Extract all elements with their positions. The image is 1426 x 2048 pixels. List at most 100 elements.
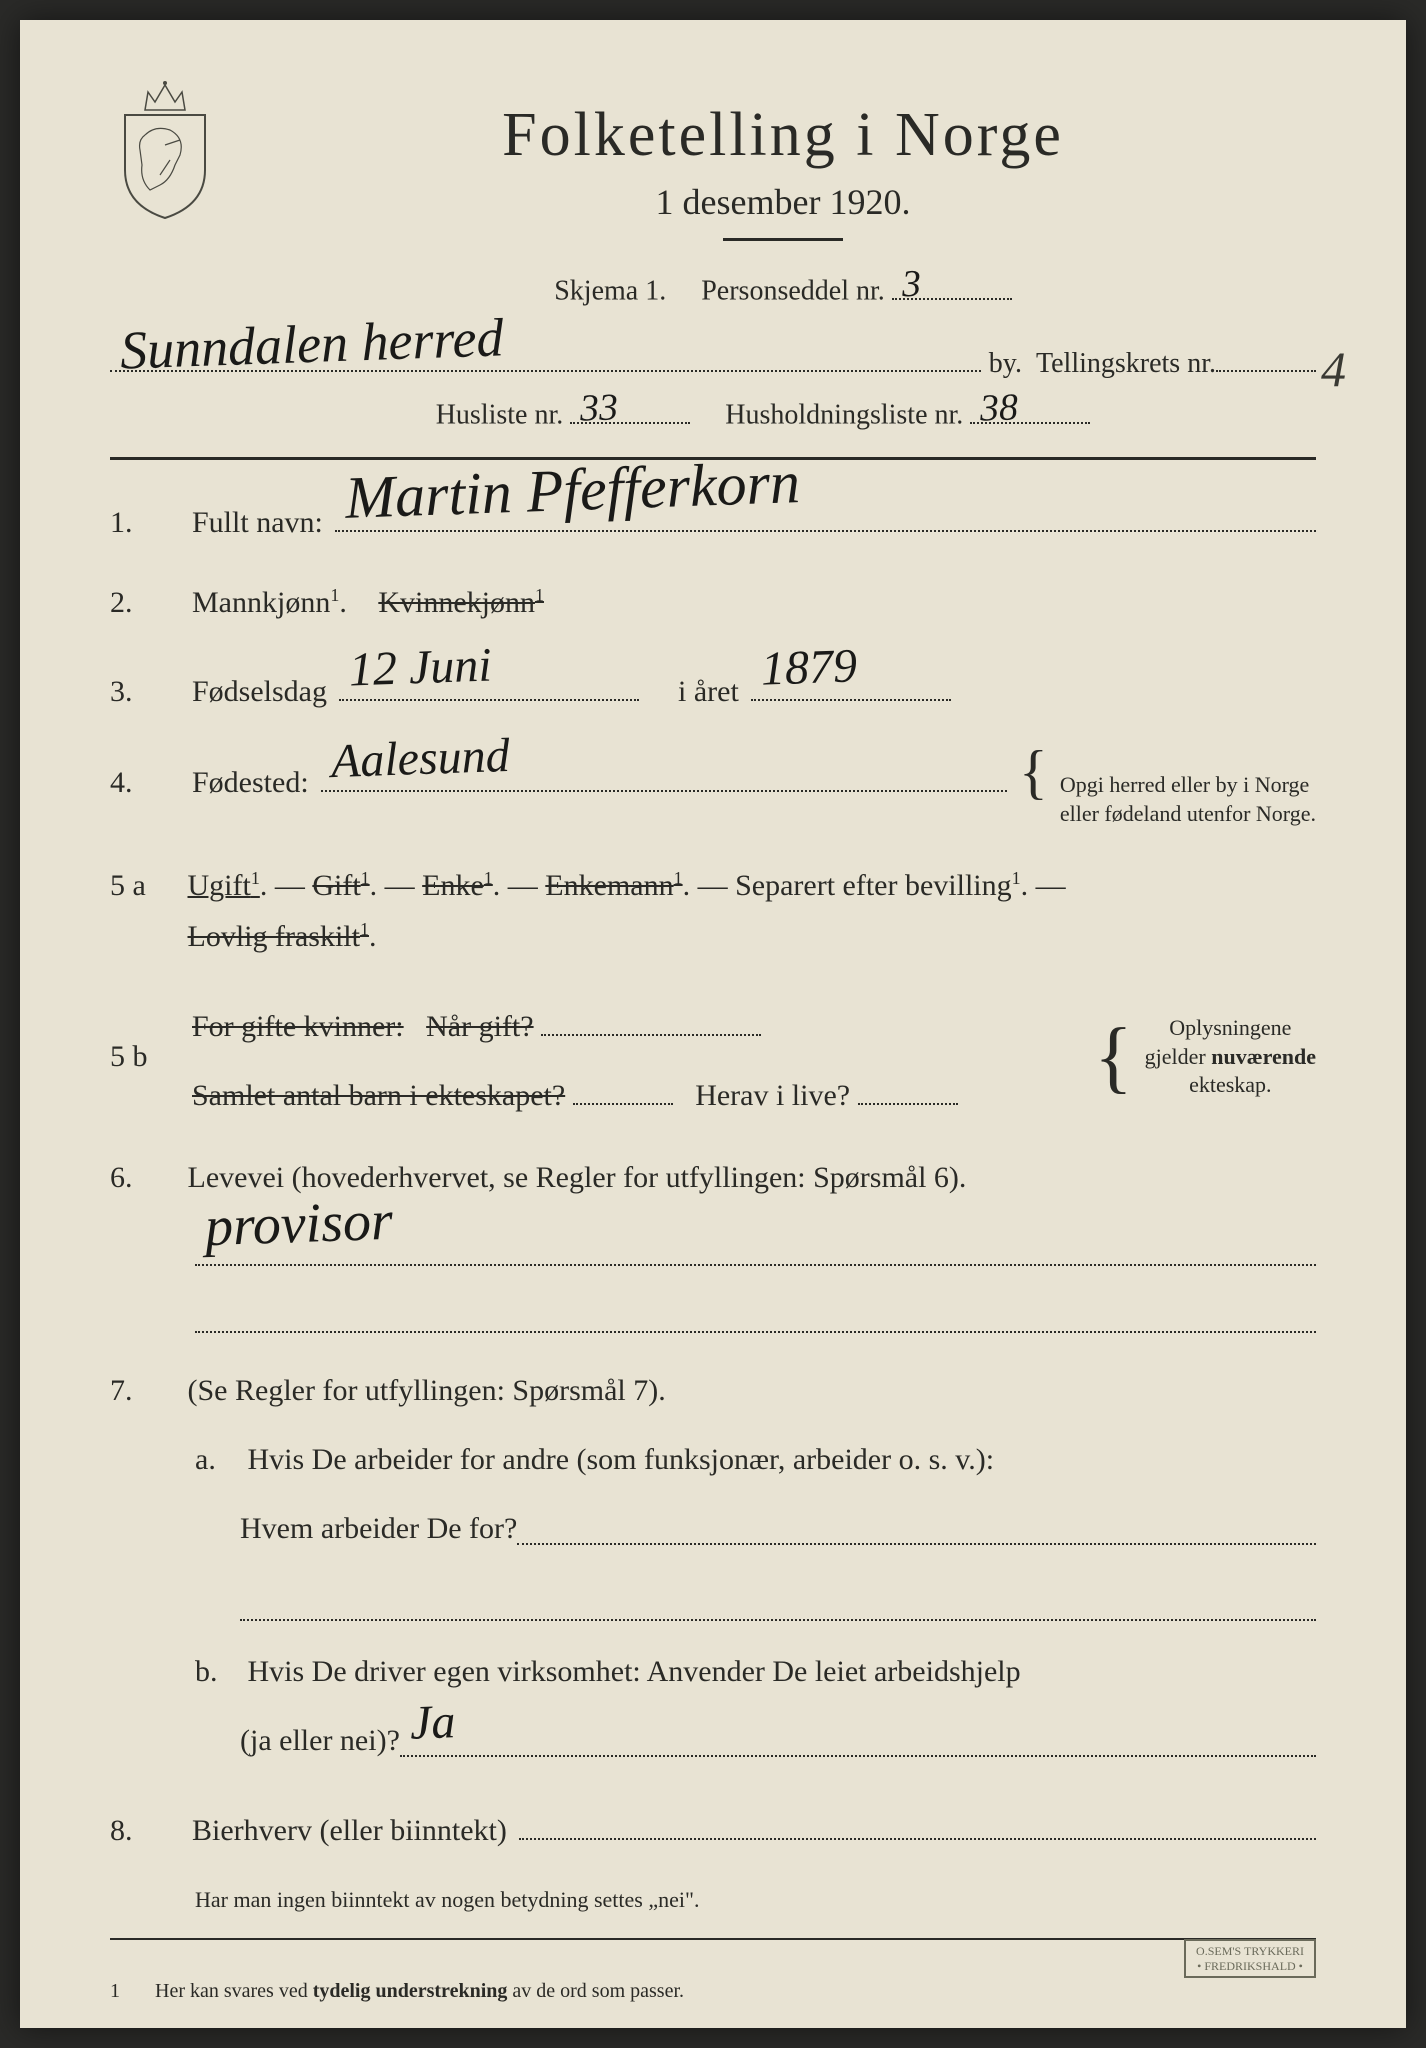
row-4-num: 4. [110, 759, 180, 807]
barn-field [573, 1063, 673, 1105]
mannkjonn: Mannkjønn1. [192, 579, 347, 627]
employer-field-2 [240, 1579, 1316, 1621]
person-label: Personseddel nr. [701, 276, 885, 307]
title-divider [723, 238, 843, 241]
schema-line: Skjema 1. Personseddel nr. 3 [250, 266, 1316, 308]
row-5b-label: For gifte kvinner: [192, 1010, 404, 1043]
employer-field [517, 1503, 1316, 1545]
birthyear-value: 1879 [759, 629, 858, 709]
opt-fraskilt: Lovlig fraskilt1 [188, 920, 369, 953]
hushold-label: Husholdningsliste nr. [725, 400, 963, 431]
hired-help-field: Ja [400, 1715, 1316, 1757]
city-value: Sunndalen herred [119, 307, 504, 382]
row-7-label: (Se Regler for utfyllingen: Spørsmål 7). [188, 1374, 666, 1407]
row-2: 2. Mannkjønn1. Kvinnekjønn1 [110, 579, 1316, 627]
ilive-field [858, 1063, 958, 1105]
brace-icon: { [1019, 748, 1048, 796]
opt-separert: Separert efter bevilling1 [735, 869, 1021, 902]
husliste-line: Husliste nr. 33 Husholdningsliste nr. 38 [110, 390, 1316, 432]
census-form-page: 4 Folketelling i Norge 1 desember 1920. … [20, 20, 1406, 2028]
row-7b-text: Hvis De driver egen virksomhet: Anvender… [248, 1655, 1021, 1688]
footnote-c: av de ord som passer. [512, 1980, 684, 2002]
opt-ugift: Ugift1 [188, 869, 260, 902]
row-4: 4. Fødested: Aalesund { Opgi herred elle… [110, 748, 1316, 828]
city-suffix: by. [989, 348, 1022, 380]
subtitle-date: 1 desember 1920. [250, 181, 1316, 223]
row-8: 8. Bierhverv (eller biinntekt) [110, 1798, 1316, 1855]
birthplace-field: Aalesund [321, 750, 1007, 792]
row-3-num: 3. [110, 668, 180, 716]
levevei-field: provisor [195, 1218, 1316, 1266]
row-2-num: 2. [110, 579, 180, 627]
row-5b: 5 b For gifte kvinner: Når gift? Samlet … [110, 994, 1316, 1120]
nargift-field [541, 994, 761, 1036]
hired-help-value: Ja [408, 1681, 456, 1764]
row-6-num: 6. [110, 1152, 180, 1203]
fullname-field: Martin Pfefferkorn [335, 490, 1316, 532]
row-7b-label: b. [195, 1646, 240, 1697]
row-4-label: Fødested: [192, 759, 309, 807]
husliste-value: 33 [580, 385, 620, 430]
opt-enke: Enke1 [422, 869, 493, 902]
form-header: Folketelling i Norge 1 desember 1920. Sk… [110, 80, 1316, 318]
kvinnekjonn: Kvinnekjønn1 [378, 579, 544, 627]
birthday-field: 12 Juni [339, 659, 639, 701]
birthday-value: 12 Juni [348, 628, 493, 710]
person-nr-value: 3 [901, 261, 922, 306]
row-5b-num: 5 b [110, 1033, 180, 1081]
row-7a-text: Hvis De arbeider for andre (som funksjon… [248, 1443, 995, 1476]
hushold-field: 38 [970, 390, 1090, 424]
opt-enkemann: Enkemann1 [545, 869, 682, 902]
divider-footer [110, 1938, 1316, 1940]
city-line: Sunndalen herred by. Tellingskrets nr. [110, 328, 1316, 381]
row-3: 3. Fødselsdag 12 Juni i året 1879 [110, 659, 1316, 716]
footnote: 1 Her kan svares ved tydelig understrekn… [110, 1980, 1316, 2003]
row-5b-note: Oplysningene gjelder nuværende ekteskap. [1145, 1014, 1316, 1100]
row-8-label: Bierhverv (eller biinntekt) [192, 1807, 507, 1855]
brace-5b-icon: { [1094, 1025, 1132, 1089]
year-label: i året [678, 668, 739, 716]
schema-label: Skjema 1. [554, 276, 666, 307]
q-nargift: Når gift? [426, 1010, 533, 1043]
person-nr-field: 3 [892, 266, 1012, 300]
fullname-value: Martin Pfefferkorn [343, 434, 801, 546]
stamp-line2: • FREDRIKSHALD • [1196, 1959, 1304, 1973]
row-4-note: Opgi herred eller by i Norge eller fødel… [1060, 771, 1316, 828]
birthplace-value: Aalesund [329, 718, 510, 801]
row-7: 7. (Se Regler for utfyllingen: Spørsmål … [110, 1365, 1316, 1766]
coat-of-arms-icon [110, 80, 220, 230]
krets-label: Tellingskrets nr. [1036, 348, 1216, 380]
main-title: Folketelling i Norge [250, 100, 1316, 171]
levevei-value: provisor [203, 1174, 394, 1276]
bierhverv-field [519, 1798, 1316, 1840]
birthyear-field: 1879 [751, 659, 951, 701]
row-6: 6. Levevei (hovederhvervet, se Regler fo… [110, 1152, 1316, 1333]
footnote-b: tydelig understrekning [313, 1980, 508, 2002]
footer-note: Har man ingen biinntekt av nogen betydni… [110, 1887, 1316, 1913]
row-1-label: Fullt navn: [192, 499, 323, 547]
hushold-value: 38 [980, 385, 1020, 430]
corner-number: 4 [1321, 340, 1346, 398]
footnote-a: Her kan svares ved [155, 1980, 308, 2002]
husliste-label: Husliste nr. [436, 400, 564, 431]
row-7-num: 7. [110, 1365, 180, 1416]
q-ilive: Herav i live? [695, 1079, 850, 1112]
row-7a-q: Hvem arbeider De for? [240, 1503, 517, 1554]
row-5a-num: 5 a [110, 860, 180, 911]
row-7b-q: (ja eller nei)? [240, 1715, 400, 1766]
row-1-num: 1. [110, 499, 180, 547]
krets-field [1216, 339, 1316, 373]
title-block: Folketelling i Norge 1 desember 1920. Sk… [250, 80, 1316, 318]
husliste-field: 33 [570, 390, 690, 424]
stamp-line1: O.SEM'S TRYKKERI [1196, 1944, 1304, 1958]
footnote-num: 1 [110, 1980, 150, 2003]
city-field: Sunndalen herred [110, 328, 981, 373]
row-5b-body: For gifte kvinner: Når gift? Samlet anta… [192, 994, 1082, 1120]
levevei-field-2 [195, 1291, 1316, 1333]
row-7a-label: a. [195, 1434, 240, 1485]
row-5a: 5 a Ugift1. — Gift1. — Enke1. — Enkemann… [110, 860, 1316, 962]
row-3-label: Fødselsdag [192, 668, 327, 716]
printer-stamp: O.SEM'S TRYKKERI • FREDRIKSHALD • [1184, 1939, 1316, 1978]
q-barn: Samlet antal barn i ekteskapet? [192, 1079, 565, 1112]
row-8-num: 8. [110, 1807, 180, 1855]
